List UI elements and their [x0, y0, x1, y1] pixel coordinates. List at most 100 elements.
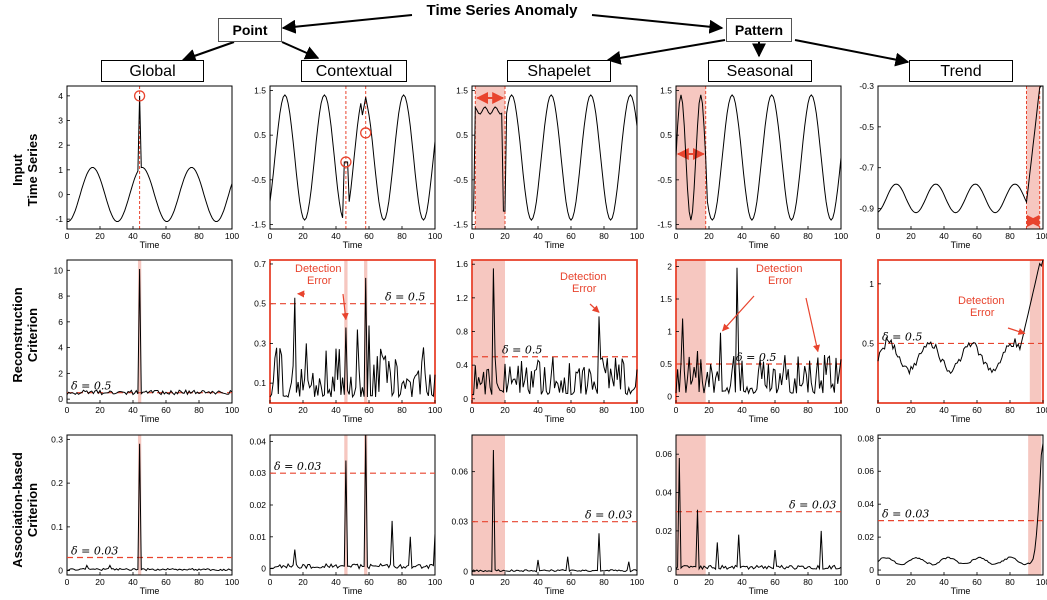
y-tick-label: 0 [261, 564, 266, 574]
y-tick-label: 10 [54, 265, 64, 275]
y-tick-label: 0.4 [456, 360, 468, 370]
detection-error-arrow [341, 293, 349, 321]
threshold-label: δ = 0.5 [736, 351, 776, 364]
y-tick-label: -0.5 [859, 122, 874, 132]
x-tick-label: 20 [906, 231, 916, 241]
x-tick-label: 0 [674, 231, 679, 241]
x-tick-label: 20 [95, 405, 105, 415]
x-tick-label: 20 [500, 231, 510, 241]
panel-shapelet-1: 0 20 40 60 80 100 0 0.4 0.8 1.2 1.6 Time δ = 0.5 Dete… [456, 259, 644, 424]
x-tick-label: 100 [630, 231, 644, 241]
y-tick-label: 0.5 [660, 130, 672, 140]
x-tick-label: 0 [674, 577, 679, 587]
x-tick-label: 20 [95, 577, 105, 587]
y-tick-label: 0.06 [451, 467, 468, 477]
axes-frame [675, 434, 842, 576]
series-line [472, 268, 638, 396]
threshold-label: δ = 0.03 [274, 460, 321, 473]
x-tick-label: 80 [194, 577, 204, 587]
x-tick-label: 40 [331, 231, 341, 241]
y-tick-label: 1 [869, 279, 874, 289]
x-tick-label: 20 [906, 405, 916, 415]
threshold-label: δ = 0.03 [71, 545, 118, 558]
anomaly-shade [1026, 86, 1040, 229]
x-tick-label: 80 [397, 577, 407, 587]
detection-error-label: Error [572, 283, 597, 295]
axes-frame [66, 259, 233, 404]
y-tick-label: 1.6 [456, 259, 468, 269]
y-tick-label: 8 [58, 291, 63, 301]
y-tick-label: 0.3 [51, 434, 63, 444]
y-tick-label: 1 [667, 327, 672, 337]
y-tick-label: 0.5 [660, 359, 672, 369]
detection-error-label: Detection [560, 271, 606, 283]
x-tick-label: 100 [428, 405, 442, 415]
anomaly-shade [137, 260, 142, 403]
x-tick-label: 40 [939, 405, 949, 415]
x-tick-label: 0 [65, 231, 70, 241]
panel-trend-2: 0 20 40 60 80 100 0 0.02 0.04 0.06 0.08 Time δ = 0.0… [857, 433, 1047, 596]
x-tick-label: 100 [1036, 577, 1047, 587]
y-tick-label: 0 [58, 566, 63, 576]
x-tick-label: 60 [161, 405, 171, 415]
anomaly-shade [472, 260, 505, 403]
x-axis-label: Time [749, 586, 769, 596]
y-tick-label: 0 [667, 564, 672, 574]
x-tick-label: 60 [770, 577, 780, 587]
detection-error-label: Error [970, 307, 995, 319]
threshold-label: δ = 0.5 [502, 344, 542, 357]
anomaly-shade [676, 86, 706, 229]
x-tick-label: 100 [834, 231, 848, 241]
panel-global-1: 0 20 40 60 80 100 0 2 4 6 8 10 Time δ = 0.5 [54, 259, 239, 424]
x-tick-label: 20 [500, 405, 510, 415]
panel-trend-1: 0 20 40 60 80 100 0.5 1 Time δ = 0.5 DetectionErro… [862, 259, 1047, 424]
x-tick-label: 80 [397, 405, 407, 415]
threshold-label: δ = 0.5 [71, 380, 111, 393]
y-tick-label: 1.2 [456, 293, 468, 303]
anomaly-marker [360, 127, 372, 139]
category-pattern: Pattern [726, 18, 792, 42]
threshold-label: δ = 0.03 [882, 508, 929, 521]
x-tick-label: 100 [428, 577, 442, 587]
detection-error-label: Detection [295, 263, 341, 275]
axes-frame [471, 434, 638, 576]
y-tick-label: -1.5 [251, 220, 266, 230]
axes-frame [877, 434, 1044, 576]
anomaly-shade [475, 86, 505, 229]
y-tick-label: 0.02 [857, 532, 874, 542]
x-tick-label: 100 [1036, 405, 1047, 415]
x-tick-label: 20 [906, 577, 916, 587]
series-line [269, 277, 436, 399]
x-axis-label: Time [749, 414, 769, 424]
anomaly-marker [133, 90, 146, 102]
x-tick-label: 40 [737, 577, 747, 587]
x-axis-label: Time [140, 586, 160, 596]
x-tick-label: 40 [533, 577, 543, 587]
y-tick-label: 0.2 [51, 478, 63, 488]
x-tick-label: 80 [599, 577, 609, 587]
y-tick-label: 0.1 [51, 522, 63, 532]
detection-error-label: Error [307, 275, 332, 287]
x-tick-label: 80 [599, 405, 609, 415]
series-line [471, 449, 638, 573]
axes-frame [877, 259, 1044, 404]
y-tick-label: 2 [58, 140, 63, 150]
row-label-input-line2: Time Series [25, 133, 40, 207]
x-tick-label: 0 [268, 577, 273, 587]
x-tick-label: 0 [674, 405, 679, 415]
series-line [472, 94, 638, 221]
y-tick-label: 1.5 [660, 85, 672, 95]
x-tick-label: 40 [128, 231, 138, 241]
y-tick-label: 3 [58, 116, 63, 126]
y-tick-label: -0.5 [453, 175, 468, 185]
x-tick-label: 20 [704, 577, 714, 587]
y-tick-label: 1.5 [456, 85, 468, 95]
y-tick-label: 0.08 [857, 433, 874, 443]
y-tick-label: 0 [463, 394, 468, 404]
x-tick-label: 60 [566, 405, 576, 415]
x-axis-label: Time [343, 414, 363, 424]
series-line [269, 434, 436, 570]
x-tick-label: 20 [298, 577, 308, 587]
y-tick-label: 4 [58, 343, 63, 353]
y-tick-label: -0.9 [859, 204, 874, 214]
